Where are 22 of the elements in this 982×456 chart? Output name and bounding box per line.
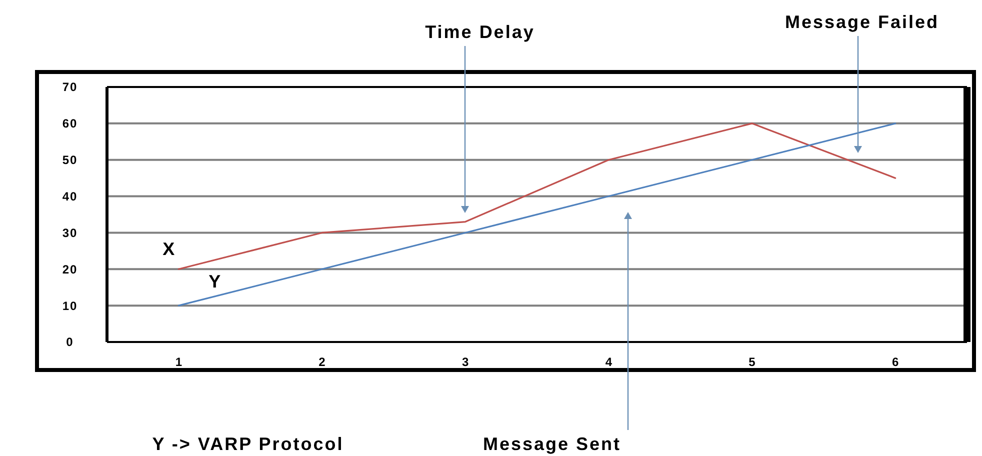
text: Message Failed	[784, 12, 940, 32]
series-label: X	[162, 239, 175, 260]
line-series	[178, 122, 896, 270]
x-tick-label: 1	[175, 355, 182, 369]
y-tick-label: 30	[62, 226, 78, 240]
x-tick-label: 3	[462, 355, 469, 369]
y-tick-label: 50	[62, 153, 78, 168]
y-tick-label: 0	[66, 335, 74, 350]
y-tick-label: 20	[62, 262, 78, 276]
x-tick-label: 6	[892, 355, 899, 369]
text: Time Delay	[425, 22, 535, 42]
text: Message Sent	[482, 434, 622, 454]
y-tick-label: 60	[62, 116, 78, 131]
x-tick-label: 4	[605, 355, 612, 369]
x-tick-label: 5	[748, 355, 756, 369]
y-tick-label: 10	[62, 298, 78, 313]
x-tick-label: 2	[318, 355, 326, 369]
y-tick-label: 40	[62, 189, 78, 204]
y-tick-label: 70	[62, 80, 78, 94]
line-series	[178, 122, 896, 306]
text: Y -> VARP Protocol	[152, 434, 344, 454]
series-label: Y	[208, 272, 221, 292]
